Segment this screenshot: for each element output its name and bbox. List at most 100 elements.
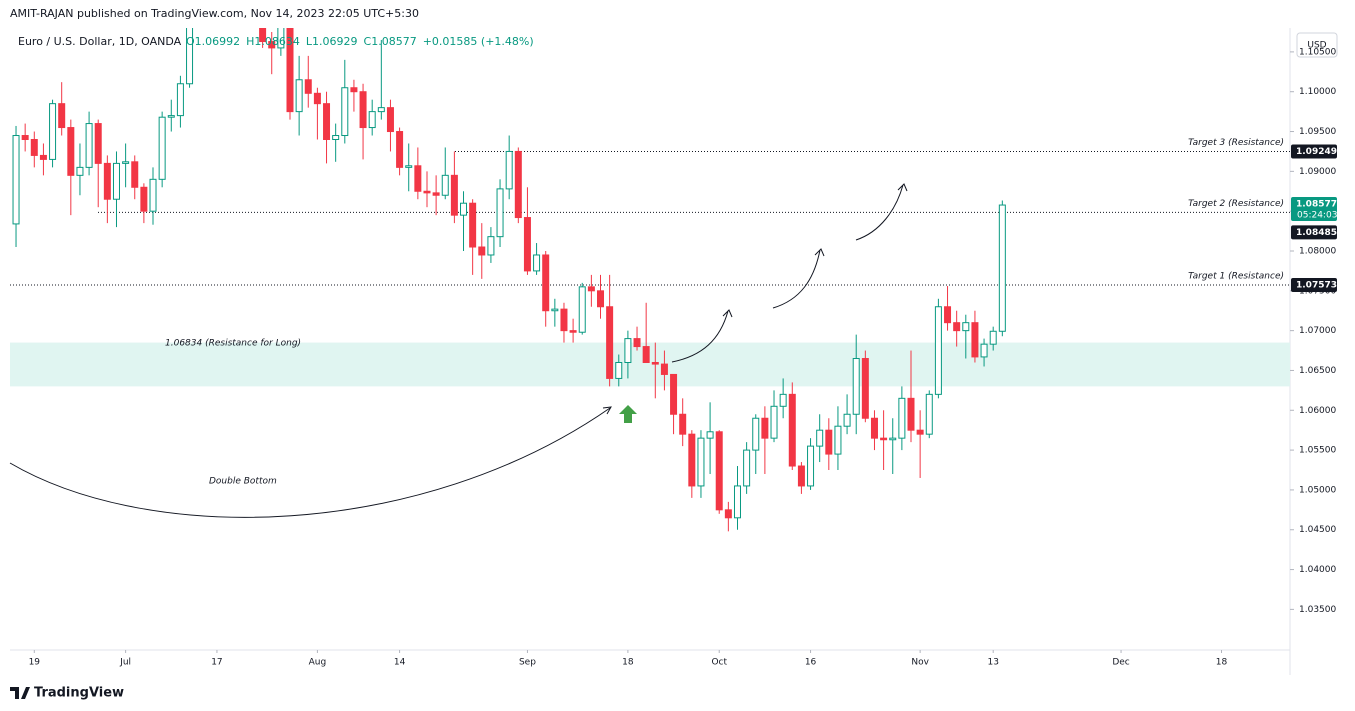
- candle-body: [889, 437, 897, 441]
- candle-body: [30, 138, 38, 156]
- candle-body: [761, 417, 769, 439]
- currency-button[interactable]: [1296, 32, 1338, 58]
- candle-body: [450, 174, 458, 216]
- candle-body: [277, 28, 285, 49]
- candle-body: [962, 322, 970, 332]
- candle-body: [186, 28, 194, 85]
- candle-body: [925, 393, 933, 435]
- level-price: 1.07573: [1296, 281, 1337, 291]
- candle-body: [971, 322, 979, 358]
- candle-body: [386, 107, 394, 133]
- curve-arrow: [671, 310, 729, 363]
- candle-body: [514, 150, 522, 219]
- x-tick-label: 14: [394, 658, 406, 668]
- candle-body: [944, 306, 952, 324]
- candle-body: [715, 431, 723, 511]
- candle-body: [743, 449, 751, 487]
- arrow-head: [814, 248, 825, 257]
- y-tick-label: 1.10500: [1299, 47, 1336, 57]
- brand: TradingView: [34, 686, 124, 701]
- x-tick-label: 17: [211, 658, 222, 668]
- candle-body: [122, 161, 130, 164]
- candle-body: [770, 405, 778, 439]
- candle-body: [12, 135, 20, 225]
- candle-body: [660, 363, 668, 375]
- candle-body: [788, 393, 796, 467]
- y-tick-label: 1.04500: [1299, 525, 1336, 535]
- candle-body: [651, 361, 659, 365]
- x-tick-label: 13: [987, 658, 998, 668]
- publisher: AMIT-RAJAN published on TradingView.com,…: [10, 7, 419, 20]
- candle-body: [825, 429, 833, 455]
- candle-body: [286, 28, 294, 113]
- drawings: [9, 183, 908, 518]
- candle-body: [779, 393, 787, 407]
- candle-body: [597, 290, 605, 308]
- x-tick-label: Sep: [519, 658, 536, 668]
- x-tick-label: 18: [1216, 658, 1228, 668]
- candle-body: [496, 188, 504, 238]
- x-tick-label: 18: [622, 658, 634, 668]
- candle-body: [158, 116, 166, 180]
- candle-body: [934, 306, 942, 395]
- candle-body: [642, 346, 650, 363]
- candle-body: [998, 204, 1006, 332]
- candle-body: [733, 485, 741, 519]
- y-tick-label: 1.08000: [1299, 246, 1336, 256]
- candle-body: [560, 308, 568, 332]
- x-tick-label: Oct: [711, 658, 727, 668]
- x-tick-label: Aug: [309, 658, 327, 668]
- candle-body: [94, 123, 102, 164]
- candle-body: [58, 103, 66, 129]
- candle-body: [405, 165, 413, 168]
- candle-body: [341, 87, 349, 137]
- x-tick-label: Nov: [911, 658, 929, 668]
- candle-body: [167, 115, 175, 118]
- y-tick-label: 1.06000: [1299, 406, 1336, 416]
- arrow-head: [897, 183, 908, 192]
- legend-value: +0.01585 (+1.48%): [423, 35, 534, 48]
- level-price: 1.09249: [1296, 147, 1337, 157]
- legend-value: H1.08634: [246, 35, 300, 48]
- candle-body: [834, 425, 842, 455]
- candle-body: [843, 413, 851, 427]
- currency[interactable]: USD: [1307, 41, 1326, 51]
- level-name: Target 2 (Resistance): [1188, 199, 1284, 209]
- candle-body: [953, 322, 961, 332]
- candle-body: [487, 236, 495, 256]
- candle-body: [569, 330, 577, 333]
- candle-body: [396, 131, 404, 168]
- candle-body: [670, 373, 678, 415]
- candle-body: [807, 445, 815, 487]
- candle-body: [980, 343, 988, 358]
- candle-body: [816, 429, 824, 447]
- candle-body: [323, 103, 331, 140]
- x-tick-label: 19: [29, 658, 41, 668]
- candle-body: [112, 162, 120, 200]
- candle-body: [332, 135, 340, 140]
- candle-body: [624, 338, 632, 363]
- y-tick-label: 1.09500: [1299, 127, 1336, 137]
- price-box: [1291, 197, 1337, 222]
- candle-body: [423, 190, 431, 194]
- candle-body: [880, 437, 888, 441]
- candle-body: [304, 79, 312, 94]
- resistance-zone: [10, 342, 1290, 387]
- candle-body: [861, 358, 869, 419]
- level-name: Target 3 (Resistance): [1188, 138, 1284, 148]
- candle-body: [852, 358, 860, 415]
- level-name: Target 1 (Resistance): [1188, 272, 1284, 282]
- annotation: Double Bottom: [209, 477, 277, 487]
- candle-body: [615, 361, 623, 379]
- candle-body: [103, 162, 111, 200]
- candle-body: [460, 202, 468, 216]
- candle-body: [505, 150, 513, 190]
- x-tick-label: 16: [805, 658, 817, 668]
- candle-body: [350, 87, 358, 93]
- candle-body: [706, 431, 714, 439]
- countdown: 05:24:03: [1297, 211, 1337, 221]
- level-box: [1291, 278, 1337, 293]
- candle-body: [870, 417, 878, 439]
- candle-body: [377, 107, 385, 113]
- y-tick-label: 1.03500: [1299, 605, 1336, 615]
